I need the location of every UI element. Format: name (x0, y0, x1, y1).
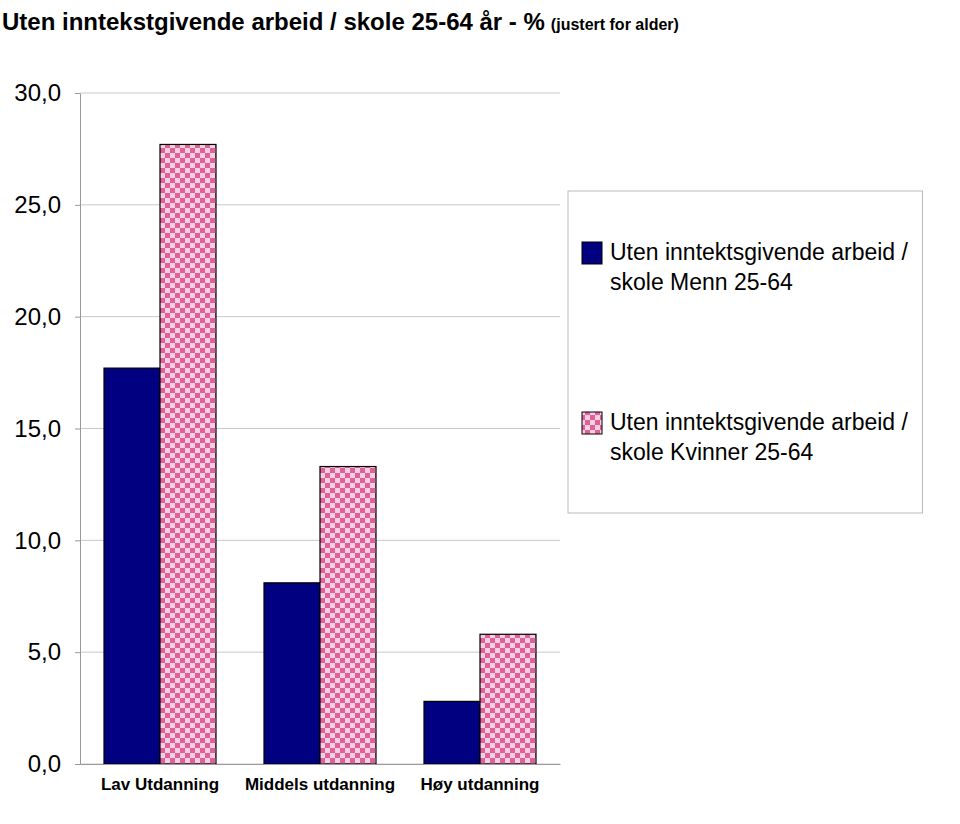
grid-line (80, 93, 560, 94)
y-tick: 15,0 (14, 415, 80, 442)
y-tick-label: 10,0 (14, 527, 61, 554)
legend: Uten inntektsgivende arbeid /skole Menn … (568, 191, 923, 513)
y-axis: 0,0 5,0 10,0 15,0 20,0 25,0 30,0 (14, 79, 80, 777)
y-tick-label: 30,0 (14, 79, 61, 106)
x-tick: Lav Utdanning (101, 764, 219, 794)
bar (160, 144, 216, 764)
grid (80, 93, 560, 764)
chart: Uten inntekstgivende arbeid / skole 25-6… (0, 0, 960, 824)
y-tick: 10,0 (14, 527, 80, 554)
legend-swatch (582, 242, 602, 264)
y-tick: 20,0 (14, 303, 80, 330)
grid-line (80, 204, 560, 205)
bars (104, 144, 536, 764)
legend-label: Uten inntektsgivende arbeid /skole Kvinn… (610, 409, 909, 465)
y-tick: 25,0 (14, 191, 80, 218)
y-tick-mark (75, 93, 80, 94)
y-tick-label: 20,0 (14, 303, 61, 330)
title: Uten inntekstgivende arbeid / skole 25-6… (2, 8, 545, 35)
bar (480, 634, 536, 764)
plot: 0,0 5,0 10,0 15,0 20,0 25,0 30,0 Lav Utdanning M… (14, 79, 560, 794)
bar (264, 583, 320, 764)
x-tick: Middels utdanning (245, 764, 395, 794)
bar (320, 467, 376, 764)
y-tick-label: 15,0 (14, 415, 61, 442)
bar (424, 701, 480, 764)
x-axis-line (81, 764, 561, 765)
y-tick: 0,0 (28, 750, 80, 777)
x-tick-label: Middels utdanning (245, 775, 395, 794)
y-axis-line (80, 94, 81, 765)
y-tick-mark (75, 429, 80, 430)
legend-swatch (582, 412, 602, 434)
y-tick-label: 5,0 (28, 638, 61, 665)
legend-box (568, 191, 923, 513)
subtitle: (justert for alder) (551, 16, 679, 33)
x-axis: Lav Utdanning Middels utdanning Høy utdann… (81, 764, 561, 794)
x-tick-label: Høy utdanning (421, 775, 540, 794)
x-tick-label: Lav Utdanning (101, 775, 219, 794)
grid-line (80, 316, 560, 317)
y-tick-mark (75, 205, 80, 206)
y-tick-mark (75, 652, 80, 653)
y-tick-mark (75, 317, 80, 318)
y-tick: 30,0 (14, 79, 80, 106)
y-tick: 5,0 (28, 638, 80, 665)
y-tick-label: 25,0 (14, 191, 61, 218)
y-tick-label: 0,0 (28, 750, 61, 777)
y-tick-mark (75, 764, 80, 765)
y-tick-mark (75, 540, 80, 541)
bar (104, 368, 160, 764)
x-tick: Høy utdanning (421, 764, 540, 794)
legend-label: Uten inntektsgivende arbeid /skole Menn … (610, 239, 909, 295)
